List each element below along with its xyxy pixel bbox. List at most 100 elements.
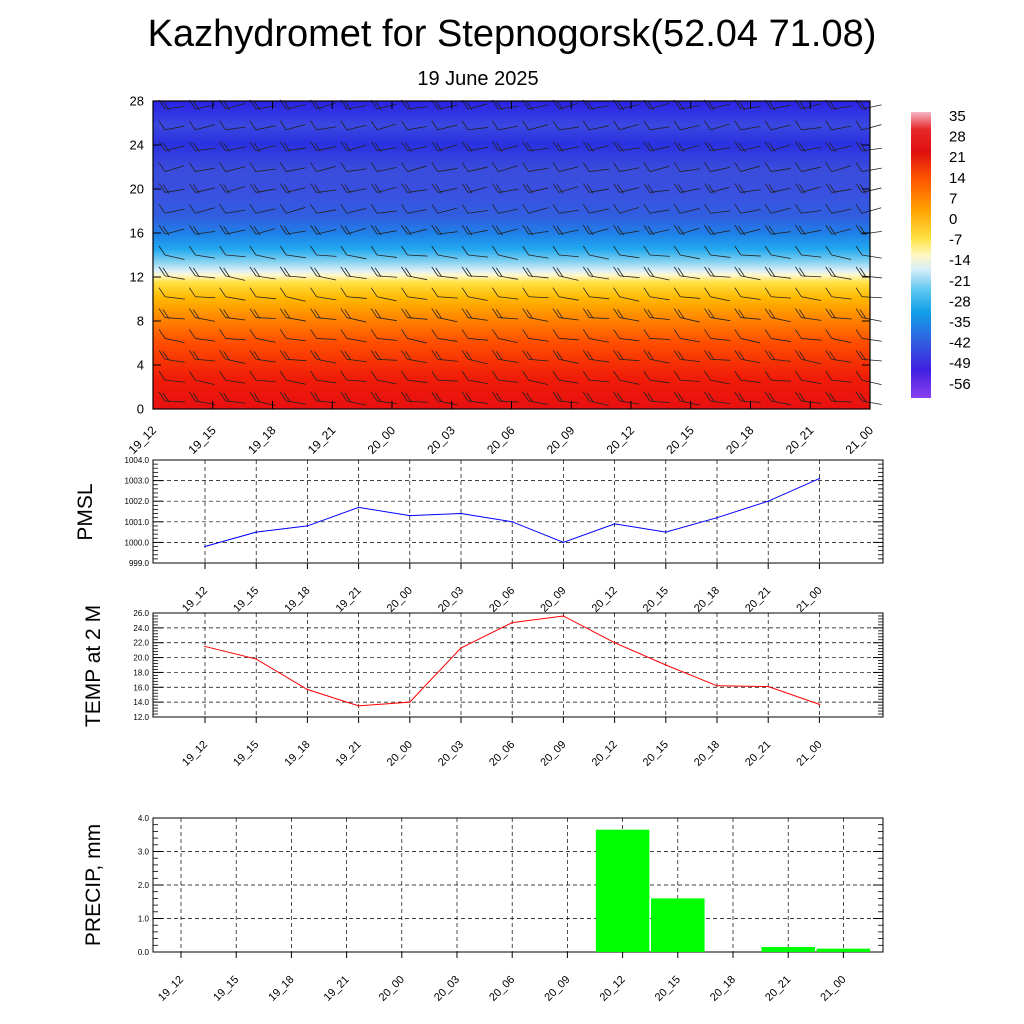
wind-barb	[310, 162, 336, 172]
wind-barb	[310, 391, 337, 404]
wind-barb-staff	[558, 338, 579, 341]
colorbar-label: -7	[949, 232, 962, 249]
ytick-label: 14.0	[133, 698, 149, 707]
wind-barb	[552, 183, 579, 194]
wind-barb	[370, 120, 397, 131]
series-point	[460, 647, 462, 649]
wind-barb-staff	[619, 207, 639, 214]
wind-barb	[673, 120, 700, 131]
wind-barb	[673, 224, 700, 236]
wind-barb	[310, 245, 337, 257]
wind-barb-feather	[310, 183, 317, 193]
wind-barb-feather	[552, 266, 560, 277]
wind-barb-feather	[253, 225, 261, 236]
wind-barb-staff	[467, 379, 488, 385]
wind-barb	[643, 350, 670, 364]
wind-barb-feather	[855, 350, 863, 360]
wind-barb-feather	[461, 308, 469, 318]
wind-barb-staff	[346, 400, 367, 406]
wind-barb-feather	[310, 308, 317, 318]
wind-barb-feather	[613, 370, 620, 381]
precip-bar	[816, 948, 871, 952]
wind-barb-feather	[617, 100, 624, 111]
wind-barb-feather	[223, 142, 230, 152]
wind-barb-feather	[552, 162, 560, 172]
wind-barb-feather	[431, 141, 439, 151]
wind-barb	[188, 329, 216, 342]
wind-barb	[613, 224, 640, 236]
xtick-label: 20_12	[590, 739, 620, 769]
wind-barb	[734, 287, 761, 300]
xtick-label: 21_00	[794, 739, 824, 769]
wind-barb-feather	[522, 120, 529, 131]
wind-barb-feather	[586, 142, 594, 152]
wind-barb-staff	[437, 400, 458, 406]
wind-barb-feather	[677, 184, 685, 194]
wind-barb	[552, 162, 579, 172]
heat-xtick-label: 19_18	[245, 423, 279, 457]
wind-barb-staff	[680, 124, 700, 131]
wind-barb	[492, 329, 518, 343]
wind-barb-feather	[340, 391, 348, 402]
pmsl-ylabel: PMSL	[74, 483, 97, 540]
wind-barb-staff	[377, 254, 398, 258]
wind-barb	[673, 350, 701, 363]
heat-xtick-label: 19_15	[185, 423, 219, 457]
wind-barb	[158, 391, 185, 403]
wind-barb	[522, 162, 549, 172]
wind-barb	[188, 204, 215, 214]
wind-barb-feather	[829, 309, 837, 319]
wind-barb-staff	[831, 379, 852, 383]
wind-barb	[401, 391, 428, 403]
wind-barb-feather	[162, 309, 170, 319]
wind-barb-staff	[225, 209, 246, 214]
wind-barb	[461, 266, 489, 278]
wind-barb-feather	[370, 141, 378, 151]
heat-ytick-label: 16	[130, 226, 144, 241]
ytick-label: 999.0	[129, 559, 150, 568]
wind-barb	[643, 224, 670, 236]
wind-barb	[219, 391, 246, 404]
wind-barb-staff	[377, 167, 397, 172]
wind-barb-feather	[734, 120, 742, 131]
wind-barb	[552, 224, 579, 236]
wind-barb-feather	[704, 183, 711, 193]
wind-barb-feather	[496, 392, 503, 403]
wind-barb-staff	[286, 207, 306, 214]
wind-barb-feather	[431, 120, 439, 131]
wind-barb-staff	[255, 228, 276, 235]
heat-xtick-label: 21_00	[843, 423, 877, 457]
wind-barb-staff	[195, 167, 216, 172]
wind-barb	[158, 308, 185, 320]
wind-barb-feather	[522, 245, 529, 256]
wind-barb-staff	[589, 168, 610, 172]
heat-xtick-label: 19_21	[305, 423, 339, 457]
wind-barb-staff	[619, 167, 640, 172]
xtick-label: 20_00	[385, 739, 415, 769]
wind-barb-staff	[710, 296, 731, 302]
wind-barb-feather	[188, 162, 196, 172]
wind-barb-feather	[855, 204, 863, 214]
wind-barb-staff	[286, 379, 306, 385]
wind-barb-feather	[219, 391, 226, 402]
wind-barb-feather	[647, 351, 655, 361]
wind-barb-feather	[734, 245, 742, 256]
wind-barb	[219, 308, 246, 321]
wind-barb-feather	[401, 329, 408, 339]
wind-barb-feather	[673, 308, 681, 318]
wind-barb-feather	[310, 350, 317, 360]
wind-barb-staff	[710, 210, 731, 214]
wind-barb	[522, 204, 548, 214]
wind-barb	[461, 350, 488, 365]
wind-barb	[704, 350, 731, 361]
wind-barb-staff	[255, 168, 276, 172]
wind-barb-feather	[401, 287, 408, 297]
wind-barb-feather	[643, 350, 651, 360]
wind-barb-feather	[617, 351, 624, 361]
wind-barb-feather	[704, 287, 711, 297]
series-point	[255, 658, 257, 660]
wind-barb	[340, 329, 367, 343]
wind-barb	[370, 370, 397, 385]
wind-barb-feather	[855, 308, 863, 318]
wind-barb-feather	[829, 392, 837, 403]
